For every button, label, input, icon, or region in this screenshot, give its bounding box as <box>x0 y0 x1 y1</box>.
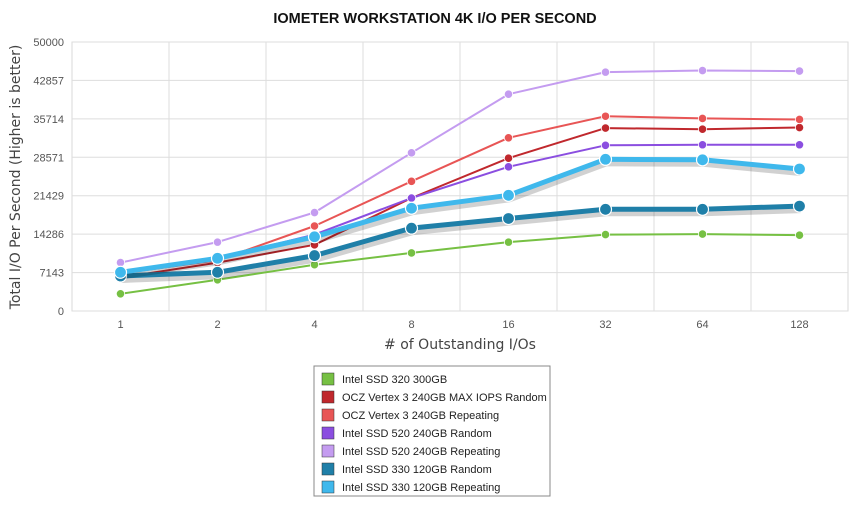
data-point <box>792 162 807 176</box>
x-tick-label: 128 <box>790 319 808 331</box>
legend-label: Intel SSD 330 120GB Repeating <box>342 482 500 494</box>
y-tick-label: 21429 <box>33 191 64 203</box>
x-tick-label: 32 <box>599 319 611 331</box>
legend-swatch <box>321 462 335 476</box>
data-point <box>697 124 708 134</box>
series-line <box>120 156 800 275</box>
data-point <box>307 230 322 244</box>
legend-swatch <box>321 426 335 440</box>
data-point <box>503 237 514 247</box>
series-layer <box>113 65 807 299</box>
legend-label: OCZ Vertex 3 240GB MAX IOPS Random <box>342 392 547 404</box>
data-point <box>503 89 514 99</box>
legend: Intel SSD 320 300GB OCZ Vertex 3 240GB MA… <box>313 365 551 497</box>
data-point <box>309 221 320 231</box>
data-point <box>406 193 417 203</box>
data-point <box>794 66 805 76</box>
data-point <box>794 230 805 240</box>
legend-label: Intel SSD 520 240GB Repeating <box>342 446 500 458</box>
legend-swatch <box>321 480 335 494</box>
series-line <box>120 69 800 264</box>
x-tick-label: 64 <box>696 319 708 331</box>
x-tick-label: 2 <box>214 319 220 331</box>
series-line <box>120 203 800 279</box>
data-point <box>307 248 322 263</box>
data-point <box>503 133 514 143</box>
legend-swatch <box>321 408 335 422</box>
x-tick-label: 16 <box>502 319 514 331</box>
series-line-shadow <box>120 158 801 280</box>
y-tick-label: 50000 <box>33 37 64 49</box>
series-line <box>120 233 800 295</box>
data-point <box>210 251 225 265</box>
x-tick-label: 4 <box>311 319 317 331</box>
legend-label: Intel SSD 520 240GB Random <box>342 428 492 440</box>
data-point <box>210 265 225 279</box>
legend-box <box>313 365 551 497</box>
y-tick-label: 7143 <box>40 268 64 280</box>
y-axis-title: Total I/O Per Second (Higher is better) <box>8 45 24 311</box>
legend-label: Intel SSD 320 300GB <box>342 374 447 386</box>
data-point <box>695 202 710 216</box>
legend-label: OCZ Vertex 3 240GB Repeating <box>342 410 499 422</box>
data-point <box>697 65 708 76</box>
data-point <box>598 152 613 166</box>
y-tick-label: 14286 <box>33 229 64 241</box>
data-point <box>406 148 417 158</box>
series-line <box>120 126 800 279</box>
data-point <box>695 153 710 167</box>
y-tick-label: 35714 <box>33 114 64 126</box>
data-point <box>501 188 516 202</box>
data-point <box>697 140 708 150</box>
data-point <box>406 176 417 186</box>
data-point <box>697 229 708 239</box>
series-7 <box>113 152 807 280</box>
data-point <box>792 199 807 213</box>
data-point <box>794 140 805 150</box>
x-axis-title: # of Outstanding I/Os <box>384 337 536 353</box>
data-point <box>309 207 320 218</box>
series-2 <box>115 122 805 283</box>
y-tick-label: 0 <box>58 306 64 318</box>
y-axis-ticks: 0 7143 14286 21429 28571 35714 42857 50000 <box>33 37 64 318</box>
data-point <box>406 248 417 258</box>
legend-label: Intel SSD 330 120GB Random <box>342 464 492 476</box>
y-tick-label: 42857 <box>33 75 64 87</box>
data-point <box>113 265 128 279</box>
data-point <box>600 230 611 240</box>
series-line-shadow <box>121 205 801 283</box>
data-point <box>794 114 805 125</box>
data-point <box>600 140 611 150</box>
data-point <box>503 153 514 163</box>
data-point <box>501 211 516 226</box>
data-point <box>600 67 611 77</box>
legend-swatch <box>321 372 335 386</box>
x-axis-ticks: 1 2 4 8 16 32 64 128 <box>117 319 808 331</box>
grid <box>71 41 849 312</box>
data-point <box>404 221 419 235</box>
data-point <box>404 201 419 215</box>
x-tick-label: 8 <box>408 319 414 331</box>
legend-swatch <box>321 444 335 458</box>
data-point <box>598 202 613 216</box>
data-point <box>503 162 514 172</box>
data-point <box>600 111 611 121</box>
chart-title: IOMETER WORKSTATION 4K I/O PER SECOND <box>273 11 596 27</box>
legend-swatch <box>321 390 335 404</box>
data-point <box>600 123 611 133</box>
data-point <box>115 257 126 268</box>
data-point <box>794 122 805 133</box>
y-tick-label: 28571 <box>33 152 64 164</box>
data-point <box>115 289 126 299</box>
series-5 <box>115 65 805 268</box>
data-point <box>212 237 223 247</box>
data-point <box>697 113 708 123</box>
x-tick-label: 1 <box>117 319 123 331</box>
